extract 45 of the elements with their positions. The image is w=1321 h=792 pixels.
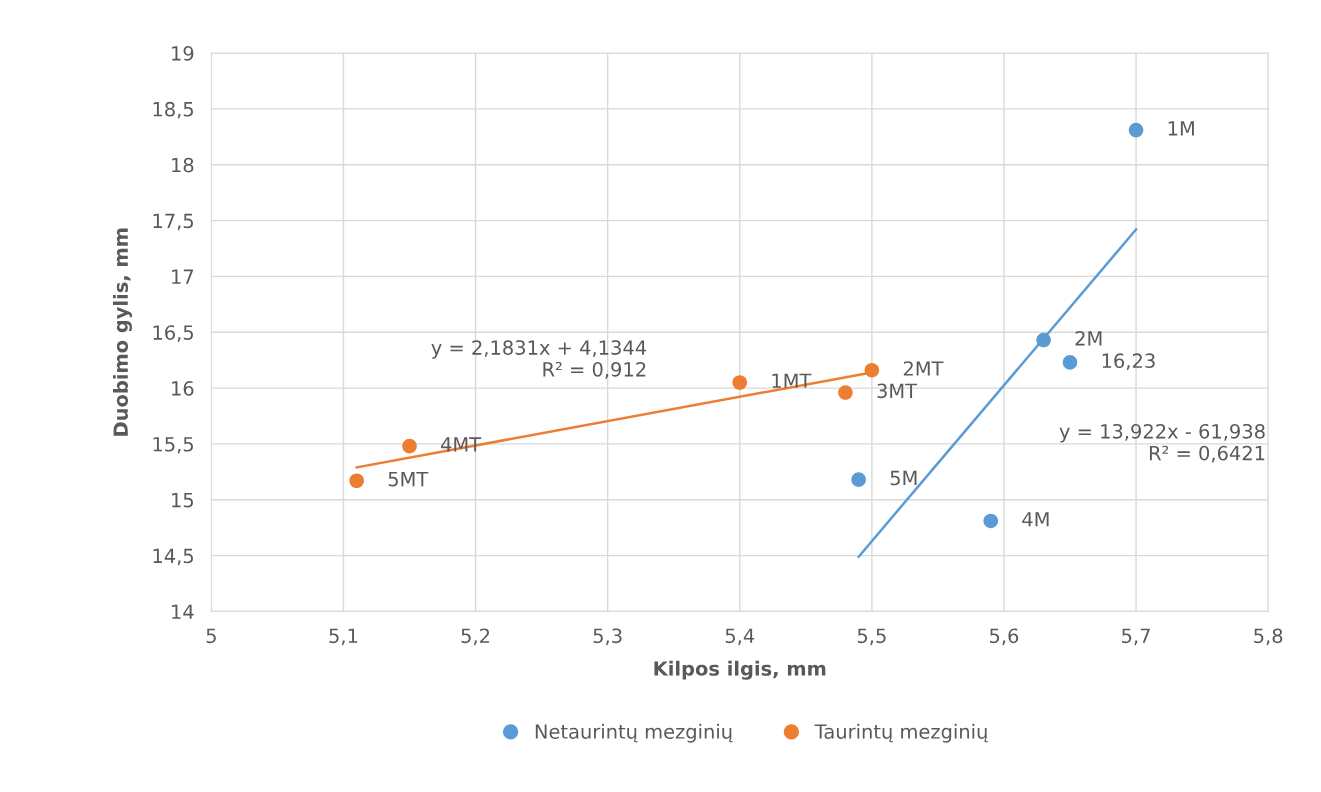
annotation: 4M bbox=[1022, 512, 1049, 527]
y-tick-label: 16,5 bbox=[153, 325, 193, 342]
point bbox=[1062, 355, 1078, 370]
x-tick-label: 5,4 bbox=[725, 628, 755, 646]
point bbox=[732, 375, 748, 390]
y-tick-label: 14,5 bbox=[153, 548, 193, 566]
point bbox=[838, 385, 853, 400]
annotation: 3MT bbox=[877, 383, 918, 399]
point bbox=[864, 362, 880, 378]
annotation: 2M bbox=[1075, 331, 1102, 346]
annotation: y = 13,922x - 61,938 R² = 0,6421 bbox=[1059, 423, 1265, 463]
annotation: 5MT bbox=[388, 471, 429, 487]
point bbox=[402, 438, 417, 454]
legend-label: Netaurintų mezginių bbox=[535, 723, 733, 743]
x-tick-label: 5,8 bbox=[1254, 628, 1283, 646]
point bbox=[1128, 122, 1144, 138]
x-tick-label: 5 bbox=[206, 628, 216, 644]
x-tick-label: 5,1 bbox=[329, 628, 358, 646]
y-tick-label: 14 bbox=[172, 604, 194, 619]
x-tick-label: 5,3 bbox=[593, 628, 622, 646]
point bbox=[349, 473, 364, 489]
annotation: 1M bbox=[1168, 121, 1194, 136]
annotation: 2MT bbox=[903, 361, 944, 376]
point bbox=[1036, 332, 1051, 348]
point bbox=[851, 472, 866, 487]
legend-label: Taurintų mezginių bbox=[814, 723, 988, 743]
y-tick-label: 16 bbox=[172, 381, 194, 396]
annotation: 5M bbox=[890, 470, 917, 486]
x-tick-label: 5,7 bbox=[1122, 628, 1150, 646]
annotation: 16,23 bbox=[1102, 353, 1155, 371]
y-tick-label: 18 bbox=[172, 157, 194, 173]
y-tick-label: 19 bbox=[172, 46, 194, 61]
y-tick-label: 15 bbox=[172, 492, 193, 508]
annotation: y = 2,1831x + 4,1344 R² = 0,912 bbox=[431, 340, 647, 379]
x-tick-label: 5,6 bbox=[990, 628, 1019, 646]
y-tick-label: 18,5 bbox=[153, 101, 193, 119]
x-tick-label: 5,5 bbox=[857, 628, 886, 646]
y-tick-label: 15,5 bbox=[153, 437, 193, 454]
point bbox=[983, 513, 999, 529]
x-axis-title: Kilpos ilgis, mm bbox=[654, 660, 826, 680]
annotation: 1MT bbox=[772, 373, 812, 388]
x-tick-label: 5,2 bbox=[461, 628, 490, 646]
y-tick-label: 17 bbox=[172, 269, 194, 284]
y-axis-title: Duobimo gylis, mm bbox=[112, 228, 132, 436]
y-tick-label: 17,5 bbox=[153, 213, 193, 231]
